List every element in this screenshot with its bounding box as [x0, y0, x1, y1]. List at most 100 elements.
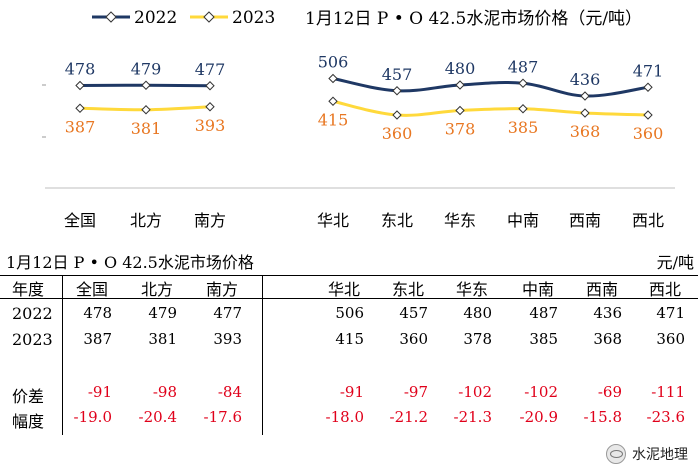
table-header-label: 年度: [12, 280, 45, 299]
data-point-2022-中南: [518, 78, 528, 88]
x-tick-label: 全国: [64, 211, 96, 230]
data-point-2022-西北: [643, 82, 653, 92]
table-unit: 元/吨: [656, 253, 694, 272]
row-label: 幅度: [12, 412, 45, 431]
table-cell: -17.6: [203, 408, 242, 426]
data-label-2023-华东: 378: [445, 120, 476, 139]
data-label-2022-全国: 478: [65, 60, 96, 79]
data-label-2023-西南: 368: [570, 122, 601, 141]
table-cell: 360: [399, 330, 428, 348]
x-tick-label: 南方: [194, 211, 226, 230]
table-cell: -21.2: [389, 408, 428, 426]
watermark-text: 水泥地理: [632, 447, 688, 463]
column-header: 西南: [586, 280, 619, 299]
table-cell: 457: [399, 304, 428, 322]
table-cell: -84: [217, 383, 242, 401]
column-header: 华东: [456, 280, 489, 299]
table-cell: -91: [87, 383, 112, 401]
column-header: 南方: [206, 280, 239, 299]
table-cell: -19.0: [73, 408, 112, 426]
series-line-2023-regions: [332, 99, 649, 117]
table-cell: -69: [597, 383, 622, 401]
table-cell: 360: [656, 330, 685, 348]
data-point-2022-华北: [328, 73, 338, 84]
table-title: 1月12日 P • O 42.5水泥市场价格: [6, 253, 254, 272]
data-label-2022-东北: 457: [382, 65, 413, 84]
data-point-2022-东北: [392, 86, 402, 96]
table-cell: 479: [148, 304, 177, 322]
table-cell: -15.8: [583, 408, 622, 426]
row-label: 2022: [12, 304, 53, 323]
x-tick-label: 西南: [569, 211, 601, 230]
data-label-2023-华北: 415: [318, 110, 349, 129]
data-label-2022-中南: 487: [508, 57, 539, 76]
data-point-2022-南方: [205, 81, 215, 91]
data-label-2023-东北: 360: [382, 124, 413, 143]
x-tick-label: 西北: [632, 211, 664, 230]
table-cell: -91: [339, 383, 364, 401]
data-label-2022-南方: 477: [195, 60, 226, 79]
table-cell: -20.9: [519, 408, 558, 426]
data-label-2023-全国: 387: [65, 117, 96, 136]
legend-label-2023: 2023: [232, 8, 275, 28]
table-cell: -20.4: [138, 408, 177, 426]
data-label-2022-西北: 471: [633, 61, 664, 80]
data-point-2023-东北: [392, 110, 402, 120]
table-header-rule: [0, 298, 698, 299]
legend-label-2022: 2022: [134, 8, 177, 28]
data-label-2022-西南: 436: [570, 70, 601, 89]
table-cell: 506: [335, 304, 364, 322]
data-point-2023-中南: [518, 104, 528, 114]
x-tick-label: 华北: [317, 211, 349, 230]
price-line-chart: 2022 2023 1月12日 P • O 42.5水泥市场价格（元/吨） 47…: [42, 8, 675, 230]
x-tick-labels: 全国 北方 南方 华北 东北 华东 中南 西南 西北: [64, 211, 664, 230]
data-label-2023-西北: 360: [633, 124, 664, 143]
data-label-2023-中南: 385: [508, 118, 539, 137]
table-cell: -23.6: [646, 408, 685, 426]
table-cell: -111: [651, 383, 685, 401]
column-header: 东北: [392, 280, 425, 299]
column-header: 中南: [522, 280, 555, 299]
table-cell: 471: [656, 304, 685, 322]
data-point-2023-西南: [580, 108, 590, 118]
data-label-2022-华北: 506: [318, 53, 349, 72]
legend: 2022 2023: [92, 8, 275, 28]
data-point-2023-华北: [328, 96, 338, 106]
data-point-2022-全国: [75, 80, 85, 91]
row-label: 价差: [12, 387, 45, 406]
series-2022: 478 479 477 506 457 480 487 436 471: [65, 53, 664, 101]
table-cell: 381: [148, 330, 177, 348]
column-header: 西北: [649, 280, 682, 299]
data-point-2022-华东: [455, 80, 465, 90]
table-cell: 378: [463, 330, 492, 348]
row-label: 2023: [12, 330, 53, 349]
data-point-2023-北方: [141, 105, 151, 115]
data-point-2023-全国: [75, 103, 85, 113]
table-cell: 368: [593, 330, 622, 348]
data-label-2023-北方: 381: [131, 119, 162, 138]
series-line-2022-regions: [332, 77, 649, 98]
table-divider: [262, 275, 263, 435]
wechat-icon: [606, 444, 626, 464]
x-tick-label: 华东: [444, 211, 476, 230]
data-label-2023-南方: 393: [195, 116, 226, 135]
table-cell: 387: [83, 330, 112, 348]
legend-marker-2022: [105, 11, 117, 23]
x-tick-label: 北方: [130, 211, 162, 230]
table-cell: 393: [213, 330, 242, 348]
chart-title: 1月12日 P • O 42.5水泥市场价格（元/吨）: [305, 9, 642, 29]
price-table: 1月12日 P • O 42.5水泥市场价格 元/吨 年度 全国 北方 南方 华北 东北…: [0, 245, 698, 470]
table-cell: 478: [83, 304, 112, 322]
table-cell: 415: [335, 330, 364, 348]
data-point-2022-西南: [580, 91, 590, 101]
table-top-rule: [0, 275, 698, 276]
table-cell: 385: [529, 330, 558, 348]
table-cell: 477: [213, 304, 242, 322]
x-tick-label: 中南: [507, 211, 539, 230]
legend-marker-2023: [203, 11, 215, 23]
x-tick-label: 东北: [381, 211, 413, 230]
data-point-2023-南方: [205, 102, 215, 112]
table-cell: -97: [403, 383, 428, 401]
data-point-2023-华东: [455, 105, 465, 116]
table-cell: -18.0: [325, 408, 364, 426]
